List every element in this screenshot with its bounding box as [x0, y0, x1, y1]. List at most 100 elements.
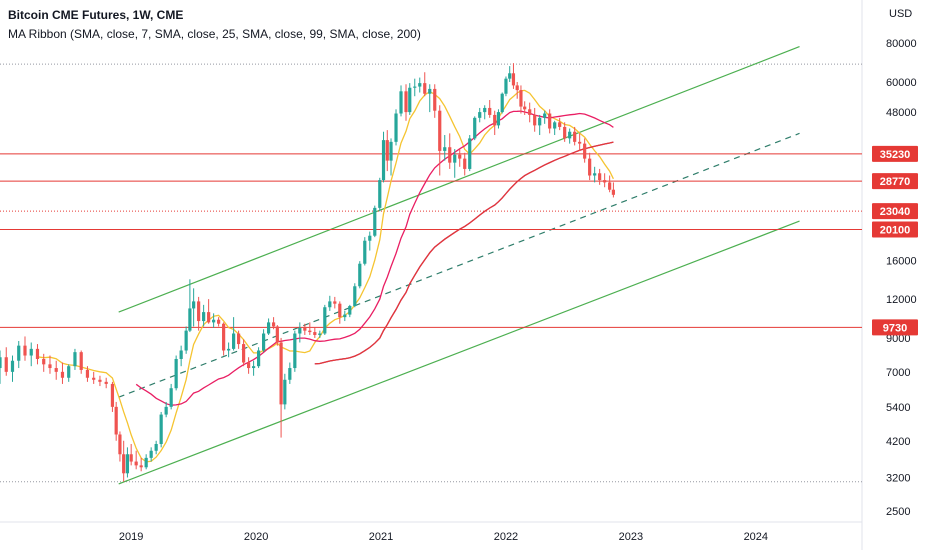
candle-117 [578, 133, 582, 151]
candle-body [118, 434, 122, 455]
candle-body [433, 88, 437, 111]
candle-48 [252, 360, 256, 376]
candle-body [29, 348, 33, 356]
candle-body [511, 73, 516, 86]
candle-24 [134, 450, 138, 470]
candle-96 [483, 105, 487, 120]
candle-30 [164, 401, 168, 418]
candle-body [553, 122, 557, 129]
candle-body [358, 263, 362, 287]
candle-body [164, 406, 168, 415]
candle-body [257, 350, 261, 367]
candle-37 [197, 296, 201, 331]
candle-116 [573, 126, 577, 146]
candle-60 [308, 322, 312, 335]
candle-body [508, 73, 512, 79]
candle-body [333, 301, 337, 304]
candle-body [104, 381, 108, 384]
candle-body [611, 189, 615, 195]
x-tick-2021: 2021 [369, 531, 393, 543]
channel-midline [118, 132, 800, 398]
candle-73 [373, 205, 377, 238]
candle-112 [553, 120, 557, 136]
candle-57 [293, 330, 297, 372]
candle-104 [515, 81, 519, 99]
candle-body [448, 147, 452, 163]
chart-title: Bitcoin CME Futures, 1W, CME [8, 8, 184, 22]
candle-82 [413, 78, 417, 97]
candle-body [242, 344, 246, 363]
candle-body [533, 114, 537, 126]
candle-32 [174, 355, 178, 391]
candle-50 [261, 329, 266, 353]
candle-33 [179, 345, 183, 367]
candle-105 [519, 85, 523, 114]
candle-114 [563, 122, 567, 142]
candle-19 [114, 401, 118, 441]
candle-body [42, 358, 46, 365]
candle-58 [298, 322, 302, 343]
candle-body [515, 85, 519, 91]
candle-63 [323, 304, 327, 335]
x-tick-2023: 2023 [619, 531, 643, 543]
candle-35 [188, 279, 192, 333]
candle-body [588, 158, 592, 176]
candle-107 [528, 102, 532, 123]
candle-6 [35, 344, 40, 365]
candle-body [573, 131, 577, 142]
candle-body [110, 383, 115, 407]
candle-21 [122, 440, 126, 482]
price-tag-bg [872, 221, 918, 238]
candle-body [207, 312, 211, 323]
candle-12 [73, 348, 77, 370]
candle-14 [85, 366, 90, 382]
candle-110 [543, 110, 547, 124]
candle-body [443, 147, 447, 151]
candle-92 [463, 152, 467, 176]
candle-body [188, 308, 192, 331]
candle-body [275, 326, 279, 343]
candle-7 [42, 353, 46, 372]
candle-22 [125, 447, 130, 478]
candle-51 [266, 318, 271, 335]
y-tick-12000: 12000 [886, 294, 917, 306]
candle-body [67, 366, 71, 378]
candle-16 [98, 375, 102, 387]
candle-72 [368, 231, 372, 251]
candle-67 [343, 310, 347, 322]
candle-body [500, 93, 504, 113]
channel-lower-line [118, 220, 800, 485]
candle-body [519, 90, 523, 107]
candle-77 [389, 138, 393, 176]
candle-45 [237, 330, 241, 349]
candle-body [578, 141, 582, 144]
candle-body [202, 312, 206, 322]
candle-8 [48, 355, 52, 374]
ma-7-line [37, 89, 614, 463]
candle-56 [288, 362, 292, 384]
candle-body [129, 454, 133, 462]
price-tag-35230: 35230 [872, 145, 918, 162]
candle-69 [353, 283, 357, 308]
candle-body [79, 352, 83, 370]
candle-11 [67, 364, 71, 382]
candle-55 [283, 373, 287, 410]
candle-3 [17, 340, 21, 369]
candle-body [17, 345, 21, 361]
candle-body [283, 379, 287, 405]
candle-body [458, 154, 462, 159]
candle-66 [338, 301, 342, 324]
candle-body [385, 140, 389, 161]
candle-body [318, 333, 322, 335]
candle-15 [92, 371, 96, 384]
candle-body [608, 182, 612, 190]
candle-29 [159, 411, 163, 448]
candle-70 [358, 261, 362, 289]
candle-body [114, 406, 118, 435]
candle-120 [593, 166, 597, 183]
candle-body [373, 207, 377, 236]
candle-body [0, 357, 2, 369]
y-tick-7000: 7000 [886, 367, 910, 379]
candle-81 [408, 83, 412, 115]
